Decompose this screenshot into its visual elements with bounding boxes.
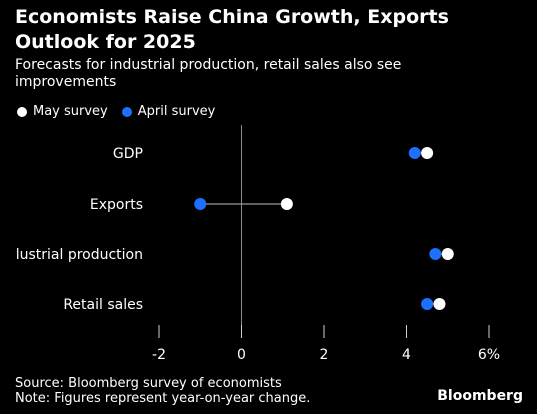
legend-item-may: May survey	[17, 104, 108, 119]
may-survey-point	[441, 248, 454, 260]
category-label: GDP	[113, 146, 143, 162]
category-label: Retail sales	[63, 297, 143, 313]
legend: May survey April survey	[17, 104, 223, 119]
legend-label-april: April survey	[137, 104, 216, 119]
x-tick-label: -2	[152, 347, 166, 363]
april-survey-point	[429, 248, 442, 260]
may-survey-point	[280, 198, 293, 210]
chart-subtitle: Forecasts for industrial production, ret…	[15, 57, 402, 90]
legend-item-april: April survey	[121, 104, 216, 119]
methodology-note: Note: Figures represent year-on-year cha…	[15, 391, 311, 406]
category-label: Exports	[90, 197, 143, 213]
april-survey-point	[408, 147, 421, 159]
legend-swatch-may	[17, 106, 27, 117]
category-label: lustrial production	[16, 247, 143, 263]
may-survey-point	[433, 298, 446, 310]
bloomberg-logo: Bloomberg	[437, 388, 523, 404]
x-tick-label: 6%	[478, 347, 500, 363]
source-note: Source: Bloomberg survey of economists	[15, 376, 282, 391]
may-survey-point	[421, 147, 434, 159]
april-survey-point	[421, 298, 434, 310]
legend-label-may: May survey	[33, 104, 108, 119]
x-tick-label: 4	[402, 347, 411, 363]
x-tick-label: 0	[237, 347, 246, 363]
chart-title: Economists Raise China Growth, Exports O…	[15, 6, 449, 53]
april-survey-point	[194, 198, 207, 210]
x-tick-label: 2	[320, 347, 329, 363]
footer: Source: Bloomberg survey of economists N…	[15, 376, 310, 406]
legend-swatch-april	[121, 106, 132, 117]
